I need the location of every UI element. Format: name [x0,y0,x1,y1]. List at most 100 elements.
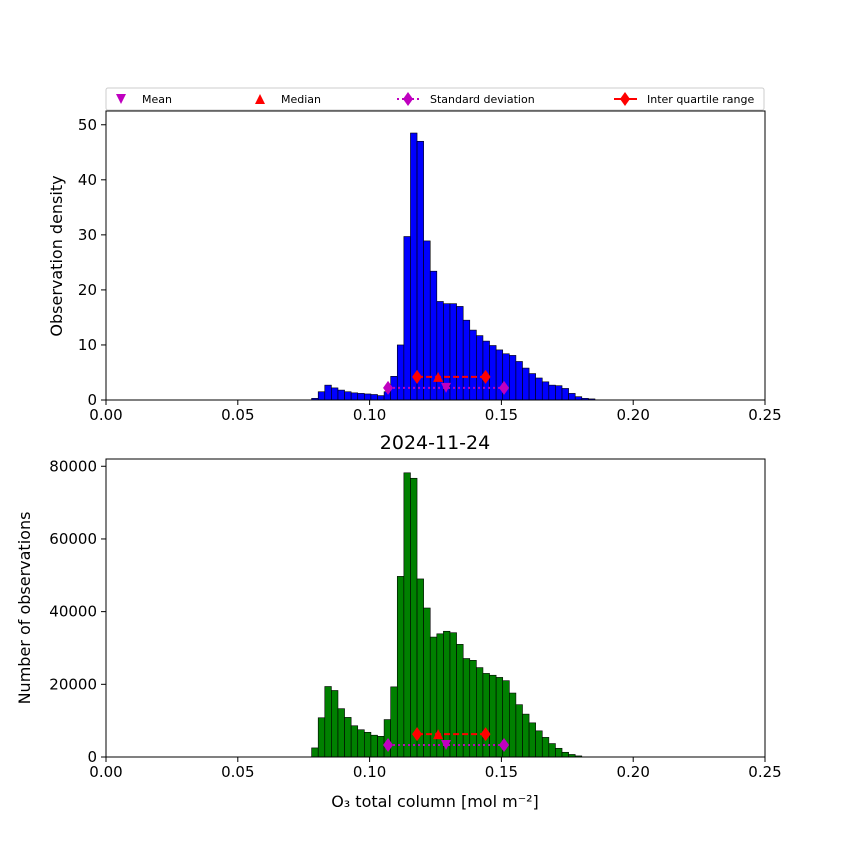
histogram-bar [377,735,385,758]
legend-std: Standard deviation [397,92,535,106]
std-high-marker [499,380,510,395]
histogram-bar [396,344,405,401]
count-chart-title: 2024-11-24 [380,432,490,454]
histogram-bar [489,674,497,758]
histogram-bar [337,389,345,401]
histogram-bar [317,717,326,758]
density-axes-frame [105,110,766,401]
histogram-bar [357,393,365,401]
y-tick-label: 20 [78,281,97,299]
histogram-bar [509,692,517,758]
histogram-bar [528,373,536,401]
histogram-bar [548,384,556,401]
density-x-ticks: 0.00 0.05 0.10 0.15 0.20 0.25 [89,400,782,424]
histogram-bar [370,734,378,758]
iqr-high-marker [480,369,491,384]
histogram-bar [522,367,530,401]
density-bars [311,132,596,401]
y-tick-label: 30 [78,226,97,244]
x-tick-label: 0.05 [221,763,254,781]
iqr-low-marker [412,369,423,384]
histogram-bar [344,717,352,758]
y-tick-label: 0 [87,391,97,409]
x-tick-label: 0.00 [89,763,122,781]
median-marker-icon [255,94,265,104]
histogram-bar [403,236,411,401]
histogram-bar [410,477,418,758]
y-tick-label: 50 [78,116,97,134]
iqr-low-marker [412,727,423,742]
histogram-bar [548,743,556,758]
histogram-bar [324,686,332,758]
histogram-bar [456,644,464,758]
histogram-bar [522,713,530,758]
x-tick-label: 0.10 [353,406,386,424]
histogram-bar [350,725,359,758]
count-axes-frame [105,458,766,758]
x-tick-label: 0.05 [221,406,254,424]
histogram-bar [528,722,536,758]
histogram-bar [476,335,484,401]
density-histogram-panel: 0.00 0.05 0.10 0.15 0.20 0.25 0 10 20 30 40 50 Obs… [47,110,782,424]
std-high-marker [499,738,510,753]
legend-median: Median [255,93,321,106]
histogram-bar [317,391,326,401]
legend-iqr-label: Inter quartile range [647,93,754,106]
iqr-marker-icon [620,92,630,106]
mean-marker [441,382,452,393]
histogram-bar [449,632,457,758]
histogram-bar [449,303,457,401]
std-marker-icon [403,92,413,106]
x-tick-label: 0.20 [616,763,649,781]
histogram-bar [515,704,523,758]
histogram-bar [311,747,319,758]
histogram-bar [357,729,365,758]
histogram-bar [515,361,523,401]
std-low-marker [383,738,394,753]
histogram-bar [364,731,372,758]
count-y-axis-label: Number of observations [15,512,34,705]
histogram-bar [456,306,464,401]
histogram-bar [561,751,569,758]
histogram-bar [482,340,490,401]
histogram-bar [541,737,550,758]
count-stat-markers [383,727,510,753]
count-bars [311,472,583,758]
mean-marker [441,740,452,751]
median-marker [433,371,444,382]
histogram-bar [331,387,339,401]
histogram-bar [443,630,451,758]
histogram-bar [396,576,405,758]
y-tick-label: 80000 [49,457,97,475]
histogram-bar [535,730,543,758]
x-tick-label: 0.25 [748,406,781,424]
histogram-bar [377,395,385,401]
histogram-bar [535,377,543,401]
histogram-bar [469,329,477,401]
legend-mean: Mean [116,93,172,106]
y-tick-label: 0 [87,748,97,766]
histogram-bar [364,393,372,401]
histogram-bar [462,658,471,758]
x-tick-label: 0.00 [89,406,122,424]
y-tick-label: 60000 [49,530,97,548]
x-tick-label: 0.10 [353,763,386,781]
histogram-bar [337,708,345,758]
legend-median-label: Median [281,93,321,106]
histogram-bar [489,345,497,401]
histogram-bar [561,388,569,401]
legend: Mean Median Standard deviation Inter qua… [105,87,765,111]
legend-frame [105,87,765,111]
histogram-bar [370,394,378,401]
histogram-bar [410,132,418,401]
y-tick-label: 20000 [49,675,97,693]
count-histogram-panel: 2024-11-24 0.00 0.05 0.10 0.15 0.20 0.25 0 200… [15,432,782,811]
mean-marker-icon [116,94,126,104]
legend-mean-label: Mean [142,93,172,106]
histogram-bar [555,747,563,758]
x-tick-label: 0.25 [748,763,781,781]
x-tick-label: 0.15 [485,763,518,781]
y-tick-label: 40000 [49,603,97,621]
histogram-bar [350,392,359,401]
